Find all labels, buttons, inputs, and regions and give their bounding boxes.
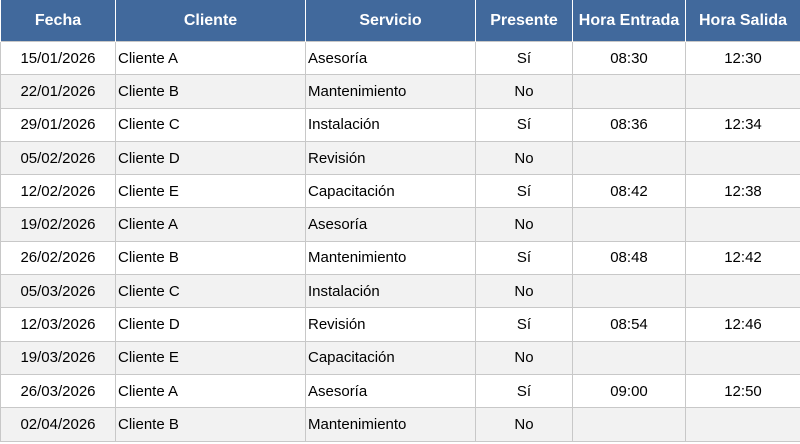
table-cell: Sí [475, 240, 573, 276]
table-cell: 19/03/2026 [0, 340, 116, 375]
table-cell [572, 207, 686, 242]
table-cell: 12/02/2026 [0, 174, 116, 209]
column-header: Fecha [0, 0, 116, 42]
table-row: 22/01/2026 Cliente B Mantenimiento No [0, 74, 800, 109]
table-cell [572, 74, 686, 109]
table-cell: 12:30 [685, 40, 800, 76]
table-cell: Cliente C [115, 107, 306, 142]
table-row: 02/04/2026 Cliente B Mantenimiento No [0, 407, 800, 442]
table-cell: Cliente B [115, 407, 306, 442]
table-cell: 05/02/2026 [0, 140, 116, 176]
table-cell: No [475, 340, 573, 375]
table-row: 29/01/2026 Cliente C Instalación Sí 08:36 12:… [0, 107, 800, 142]
table-cell [572, 140, 686, 176]
table-cell: 08:30 [572, 40, 686, 76]
table-cell: Sí [475, 307, 573, 342]
table-cell: 09:00 [572, 373, 686, 409]
table-cell [572, 340, 686, 375]
table-cell [685, 207, 800, 242]
table-cell: Revisión [305, 140, 476, 176]
table-cell: No [475, 207, 573, 242]
table-cell: 02/04/2026 [0, 407, 116, 442]
table-cell: 15/01/2026 [0, 40, 116, 76]
table-cell: 12/03/2026 [0, 307, 116, 342]
table-header: Fecha Cliente Servicio Presente Hora Entrada… [0, 0, 800, 42]
table-cell: No [475, 407, 573, 442]
table-cell: 12:34 [685, 107, 800, 142]
table-cell [685, 140, 800, 176]
table-cell: Sí [475, 40, 573, 76]
table-row: 05/03/2026 Cliente C Instalación No [0, 274, 800, 309]
table-cell: Cliente E [115, 340, 306, 375]
table-row: 05/02/2026 Cliente D Revisión No [0, 140, 800, 176]
table-cell [685, 340, 800, 375]
table-cell: 08:48 [572, 240, 686, 276]
table-body: 15/01/2026 Cliente A Asesoría Sí 08:30 12:30 2… [0, 40, 800, 442]
table-cell: Cliente D [115, 307, 306, 342]
table-cell: Asesoría [305, 373, 476, 409]
table-cell: 22/01/2026 [0, 74, 116, 109]
table-cell: Cliente D [115, 140, 306, 176]
table-cell [685, 274, 800, 309]
table-cell: No [475, 74, 573, 109]
column-header: Hora Entrada [572, 0, 686, 42]
table-cell [685, 407, 800, 442]
table-row: 26/03/2026 Cliente A Asesoría Sí 09:00 12:50 [0, 373, 800, 409]
table-row: 12/02/2026 Cliente E Capacitación Sí 08:42 12… [0, 174, 800, 209]
table-cell [572, 407, 686, 442]
table-cell: Revisión [305, 307, 476, 342]
table-cell: Sí [475, 174, 573, 209]
table-cell: 19/02/2026 [0, 207, 116, 242]
table-row: 19/02/2026 Cliente A Asesoría No [0, 207, 800, 242]
table-cell: Cliente A [115, 40, 306, 76]
table-cell: Cliente A [115, 373, 306, 409]
table-cell: Cliente A [115, 207, 306, 242]
column-header: Presente [475, 0, 573, 42]
table-cell: Cliente E [115, 174, 306, 209]
table-cell [685, 74, 800, 109]
table-row: 12/03/2026 Cliente D Revisión Sí 08:54 12:46 [0, 307, 800, 342]
table-cell: Sí [475, 373, 573, 409]
table-row: 26/02/2026 Cliente B Mantenimiento Sí 08:48 1… [0, 240, 800, 276]
table-cell: Capacitación [305, 340, 476, 375]
column-header: Cliente [115, 0, 306, 42]
table-cell: Cliente B [115, 240, 306, 276]
table-cell: No [475, 140, 573, 176]
table-cell: 26/03/2026 [0, 373, 116, 409]
table-cell: 12:42 [685, 240, 800, 276]
table-cell: 12:50 [685, 373, 800, 409]
table-cell: 08:36 [572, 107, 686, 142]
table-cell: Capacitación [305, 174, 476, 209]
table-row: 19/03/2026 Cliente E Capacitación No [0, 340, 800, 375]
table-cell: No [475, 274, 573, 309]
table-cell: Instalación [305, 107, 476, 142]
table-cell: 08:42 [572, 174, 686, 209]
column-header: Servicio [305, 0, 476, 42]
table-row: 15/01/2026 Cliente A Asesoría Sí 08:30 12:30 [0, 40, 800, 76]
table-cell: Sí [475, 107, 573, 142]
table-cell: Cliente C [115, 274, 306, 309]
table-cell: 26/02/2026 [0, 240, 116, 276]
table-cell: 12:38 [685, 174, 800, 209]
table-cell: 29/01/2026 [0, 107, 116, 142]
table-cell: 05/03/2026 [0, 274, 116, 309]
table-cell [572, 274, 686, 309]
column-header: Hora Salida [685, 0, 800, 42]
table-cell: Cliente B [115, 74, 306, 109]
table-cell: Mantenimiento [305, 74, 476, 109]
table-cell: Mantenimiento [305, 240, 476, 276]
table-cell: Instalación [305, 274, 476, 309]
table-cell: 12:46 [685, 307, 800, 342]
table-cell: Asesoría [305, 40, 476, 76]
header-row: Fecha Cliente Servicio Presente Hora Entrada… [0, 0, 800, 42]
table-cell: 08:54 [572, 307, 686, 342]
table-cell: Mantenimiento [305, 407, 476, 442]
table-cell: Asesoría [305, 207, 476, 242]
